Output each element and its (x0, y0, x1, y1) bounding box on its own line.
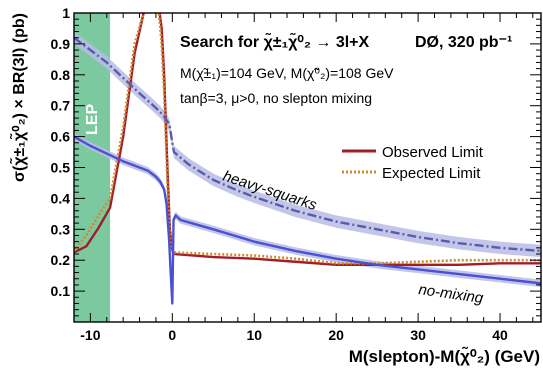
legend-expected-label: Expected Limit (382, 165, 481, 182)
x-tick-label: 40 (492, 327, 508, 343)
y-axis-title: σ(χ̃±₁χ̃⁰₂) × BR(3l) (pb) (8, 13, 28, 182)
y-tick-label: 0.9 (51, 36, 71, 52)
heavy-squarks-uncertainty-band (74, 31, 541, 258)
parameter-annotation: tanβ=3, μ>0, no slepton mixing (180, 90, 372, 106)
y-tick-label: 0.6 (51, 129, 71, 145)
x-tick-label: 10 (246, 327, 262, 343)
mass-annotation: M(χ̃±₁)=104 GeV, M(χ̃⁰₂)=108 GeV (180, 65, 394, 81)
y-tick-label: 0.3 (51, 221, 71, 237)
y-tick-label: 1 (62, 5, 70, 21)
y-tick-label: 0.7 (51, 98, 71, 114)
x-tick-label: 30 (410, 327, 426, 343)
chart-title: Search for χ̃±₁χ̃⁰₂ → 3l+X (180, 31, 370, 51)
y-axis-ticks: 0.1 0.2 0.3 0.4 0.5 0.6 0.7 0.8 0.9 1 (51, 5, 541, 317)
heavy-squarks-line (74, 36, 541, 253)
y-tick-label: 0.1 (51, 283, 71, 299)
x-axis-title: M(slepton)-M(χ̃⁰₂) (GeV) (349, 346, 540, 366)
expected-limit-line (74, 13, 541, 265)
lep-region-label: LEP (84, 104, 101, 135)
y-tick-label: 0.2 (51, 252, 71, 268)
x-tick-label: 0 (168, 327, 176, 343)
y-tick-label: 0.8 (51, 67, 71, 83)
plot-area (74, 13, 541, 322)
theory-uncertainty-bands (74, 31, 541, 308)
legend: Observed Limit Expected Limit (342, 144, 484, 182)
x-tick-label: -10 (80, 327, 100, 343)
x-tick-label: 20 (328, 327, 344, 343)
series-lines (74, 13, 541, 305)
y-tick-label: 0.5 (51, 160, 71, 176)
no-mixing-curve-label: no-mixing (417, 281, 484, 307)
legend-observed-label: Observed Limit (382, 144, 484, 161)
no-mixing-line (74, 135, 541, 305)
x-axis-ticks: -10 0 10 20 30 40 (73, 13, 534, 343)
y-tick-label: 0.4 (51, 190, 71, 206)
experiment-label: DØ, 320 pb⁻¹ (415, 34, 512, 51)
